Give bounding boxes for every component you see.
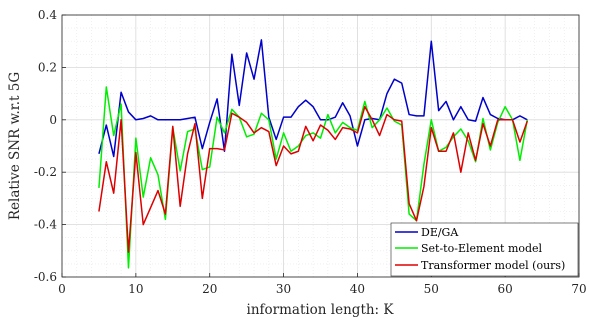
y-tick-label: 0	[49, 113, 57, 127]
y-tick-label: 0.4	[38, 8, 57, 22]
x-tick-label: 10	[128, 282, 143, 296]
x-tick-label: 50	[424, 282, 439, 296]
legend-label-transformer: Transformer model (ours)	[421, 259, 565, 272]
legend-box	[390, 222, 579, 277]
y-tick-label: 0.2	[38, 60, 57, 74]
legend-label-set-to-element: Set-to-Element model	[421, 242, 543, 255]
x-tick-label: 0	[58, 282, 66, 296]
y-tick-label: -0.2	[34, 165, 57, 179]
series-lines	[98, 39, 529, 269]
axis-ticks: 0 10 20 30 40 50 60 70 -0.6 -0.4 -0.2 0 0.2 0.4	[34, 8, 587, 296]
y-tick-label: -0.4	[34, 218, 58, 232]
series-line-de-ga	[98, 39, 528, 158]
y-tick-label: -0.6	[34, 270, 57, 284]
x-tick-label: 60	[498, 282, 513, 296]
plot-frame	[61, 14, 580, 278]
legend: DE/GA Set-to-Element model Transformer m…	[390, 222, 579, 277]
x-tick-label: 30	[276, 282, 291, 296]
series-line-transformer-model-ours	[98, 105, 529, 253]
x-tick-label: 70	[571, 282, 586, 296]
legend-label-de-ga: DE/GA	[421, 226, 459, 239]
x-axis-label: information length: K	[247, 302, 395, 318]
x-tick-label: 20	[202, 282, 217, 296]
y-axis-label: Relative SNR w.r.t 5G	[7, 72, 23, 220]
x-tick-label: 40	[350, 282, 365, 296]
